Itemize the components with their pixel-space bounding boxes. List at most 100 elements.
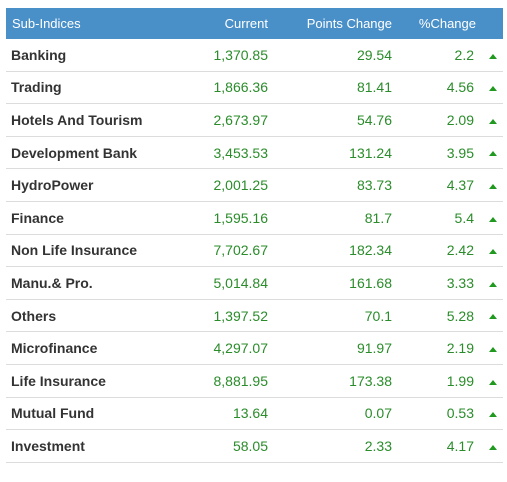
sub-index-name[interactable]: Microfinance bbox=[6, 331, 191, 365]
points-change-value: 0.07 bbox=[271, 397, 395, 431]
points-change-value: 91.97 bbox=[271, 331, 395, 365]
up-arrow-icon bbox=[488, 281, 497, 287]
header-row: Sub-Indices Current Points Change %Chang… bbox=[6, 8, 503, 39]
up-arrow-icon bbox=[488, 86, 497, 92]
sub-index-name[interactable]: Finance bbox=[6, 201, 191, 235]
current-value: 5,014.84 bbox=[191, 266, 271, 300]
points-change-value: 83.73 bbox=[271, 168, 395, 202]
points-change-value: 131.24 bbox=[271, 136, 395, 170]
points-change-value: 29.54 bbox=[271, 39, 395, 72]
table-row[interactable]: Mutual Fund 13.64 0.07 0.53 bbox=[6, 397, 503, 431]
percent-change-value: 4.37 bbox=[395, 168, 476, 202]
sub-index-name[interactable]: Manu.& Pro. bbox=[6, 266, 191, 300]
current-value: 13.64 bbox=[191, 397, 271, 431]
sub-index-name[interactable]: Mutual Fund bbox=[6, 397, 191, 431]
up-arrow-icon bbox=[488, 346, 497, 352]
percent-change-value: 2.09 bbox=[395, 103, 476, 137]
percent-change-value: 0.53 bbox=[395, 397, 476, 431]
up-arrow-icon bbox=[488, 379, 497, 385]
trend-cell bbox=[476, 168, 503, 202]
sub-index-name[interactable]: Development Bank bbox=[6, 136, 191, 170]
header-current[interactable]: Current bbox=[191, 8, 271, 39]
up-arrow-icon bbox=[488, 53, 497, 59]
table-row[interactable]: Non Life Insurance 7,702.67 182.34 2.42 bbox=[6, 234, 503, 268]
current-value: 2,673.97 bbox=[191, 103, 271, 137]
percent-change-value: 4.56 bbox=[395, 71, 476, 105]
percent-change-value: 3.95 bbox=[395, 136, 476, 170]
points-change-value: 81.41 bbox=[271, 71, 395, 105]
current-value: 2,001.25 bbox=[191, 168, 271, 202]
percent-change-value: 2.19 bbox=[395, 331, 476, 365]
trend-cell bbox=[476, 429, 503, 463]
up-arrow-icon bbox=[488, 151, 497, 157]
percent-change-value: 4.17 bbox=[395, 429, 476, 463]
sub-index-name[interactable]: Hotels And Tourism bbox=[6, 103, 191, 137]
up-arrow-icon bbox=[488, 412, 497, 418]
table-row[interactable]: Trading 1,866.36 81.41 4.56 bbox=[6, 71, 503, 105]
current-value: 1,370.85 bbox=[191, 39, 271, 72]
up-arrow-icon bbox=[488, 118, 497, 124]
points-change-value: 182.34 bbox=[271, 234, 395, 268]
up-arrow-icon bbox=[488, 314, 497, 320]
table-row[interactable]: Finance 1,595.16 81.7 5.4 bbox=[6, 201, 503, 235]
trend-cell bbox=[476, 266, 503, 300]
sub-index-name[interactable]: Others bbox=[6, 299, 191, 333]
table-row[interactable]: Life Insurance 8,881.95 173.38 1.99 bbox=[6, 364, 503, 398]
sub-index-name[interactable]: Trading bbox=[6, 71, 191, 105]
trend-cell bbox=[476, 103, 503, 137]
current-value: 1,866.36 bbox=[191, 71, 271, 105]
table-row[interactable]: Investment 58.05 2.33 4.17 bbox=[6, 429, 503, 463]
trend-cell bbox=[476, 201, 503, 235]
sub-index-name[interactable]: Non Life Insurance bbox=[6, 234, 191, 268]
points-change-value: 70.1 bbox=[271, 299, 395, 333]
sub-indices-panel: Sub-Indices Current Points Change %Chang… bbox=[6, 8, 503, 463]
trend-cell bbox=[476, 71, 503, 105]
header-sub-indices[interactable]: Sub-Indices bbox=[6, 8, 191, 39]
percent-change-value: 5.28 bbox=[395, 299, 476, 333]
current-value: 1,595.16 bbox=[191, 201, 271, 235]
percent-change-value: 3.33 bbox=[395, 266, 476, 300]
sub-index-name[interactable]: HydroPower bbox=[6, 168, 191, 202]
up-arrow-icon bbox=[488, 216, 497, 222]
sub-index-name[interactable]: Banking bbox=[6, 39, 191, 72]
current-value: 7,702.67 bbox=[191, 234, 271, 268]
trend-cell bbox=[476, 39, 503, 72]
points-change-value: 2.33 bbox=[271, 429, 395, 463]
table-row[interactable]: Others 1,397.52 70.1 5.28 bbox=[6, 299, 503, 333]
table-row[interactable]: Banking 1,370.85 29.54 2.2 bbox=[6, 39, 503, 72]
up-arrow-icon bbox=[488, 444, 497, 450]
table-row[interactable]: Microfinance 4,297.07 91.97 2.19 bbox=[6, 331, 503, 365]
trend-cell bbox=[476, 331, 503, 365]
table-row[interactable]: HydroPower 2,001.25 83.73 4.37 bbox=[6, 168, 503, 202]
percent-change-value: 5.4 bbox=[395, 201, 476, 235]
header-points-change[interactable]: Points Change bbox=[271, 8, 395, 39]
current-value: 8,881.95 bbox=[191, 364, 271, 398]
table-row[interactable]: Hotels And Tourism 2,673.97 54.76 2.09 bbox=[6, 103, 503, 137]
points-change-value: 173.38 bbox=[271, 364, 395, 398]
percent-change-value: 2.42 bbox=[395, 234, 476, 268]
trend-cell bbox=[476, 364, 503, 398]
header-percent-change[interactable]: %Change bbox=[395, 8, 476, 39]
current-value: 3,453.53 bbox=[191, 136, 271, 170]
trend-cell bbox=[476, 234, 503, 268]
points-change-value: 161.68 bbox=[271, 266, 395, 300]
current-value: 58.05 bbox=[191, 429, 271, 463]
header-trend bbox=[476, 8, 503, 39]
points-change-value: 81.7 bbox=[271, 201, 395, 235]
current-value: 1,397.52 bbox=[191, 299, 271, 333]
up-arrow-icon bbox=[488, 183, 497, 189]
up-arrow-icon bbox=[488, 249, 497, 255]
points-change-value: 54.76 bbox=[271, 103, 395, 137]
sub-index-name[interactable]: Investment bbox=[6, 429, 191, 463]
percent-change-value: 2.2 bbox=[395, 39, 476, 72]
table-row[interactable]: Manu.& Pro. 5,014.84 161.68 3.33 bbox=[6, 266, 503, 300]
trend-cell bbox=[476, 299, 503, 333]
table-header: Sub-Indices Current Points Change %Chang… bbox=[6, 8, 503, 39]
sub-indices-table: Sub-Indices Current Points Change %Chang… bbox=[6, 8, 503, 463]
table-row[interactable]: Development Bank 3,453.53 131.24 3.95 bbox=[6, 136, 503, 170]
sub-index-name[interactable]: Life Insurance bbox=[6, 364, 191, 398]
trend-cell bbox=[476, 397, 503, 431]
table-body: Banking 1,370.85 29.54 2.2 Trading 1,866.36 81… bbox=[6, 39, 503, 463]
current-value: 4,297.07 bbox=[191, 331, 271, 365]
trend-cell bbox=[476, 136, 503, 170]
